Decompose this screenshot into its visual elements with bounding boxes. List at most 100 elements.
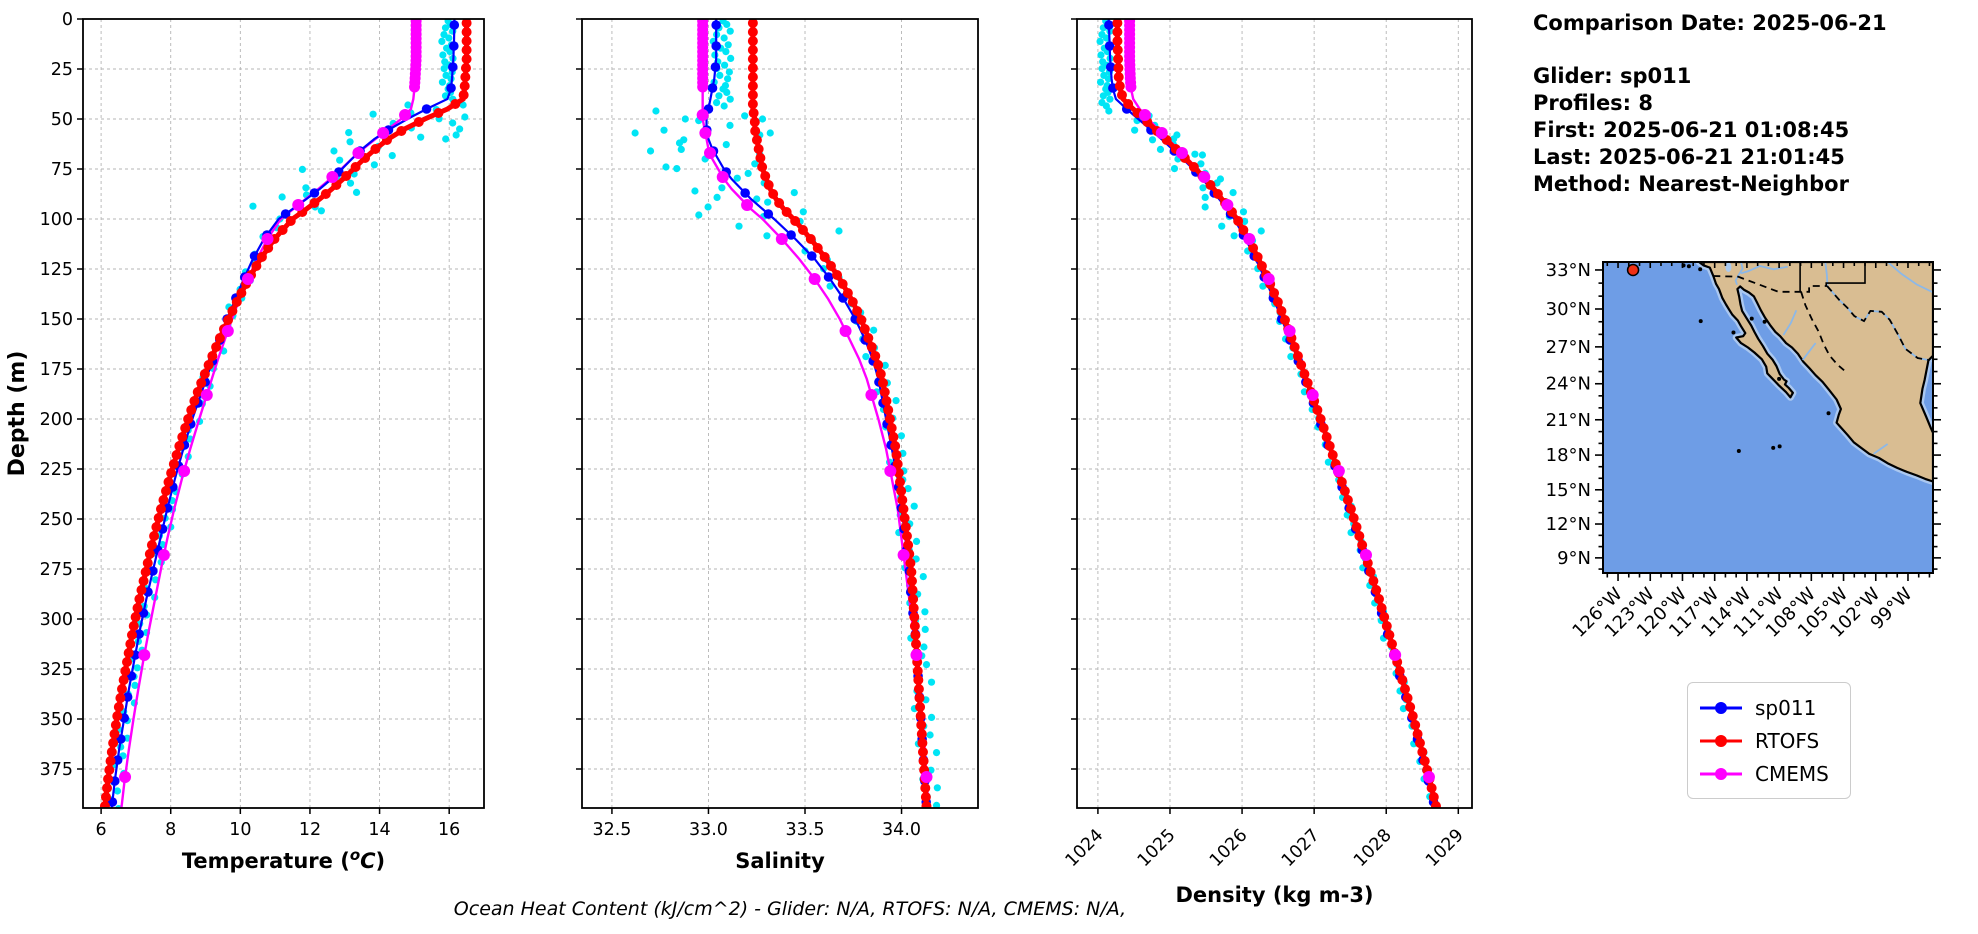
svg-text:0: 0 xyxy=(62,10,73,30)
svg-text:33.5: 33.5 xyxy=(786,820,825,840)
svg-text:350: 350 xyxy=(40,710,73,730)
cmems-line-swatch-icon xyxy=(1700,767,1742,780)
svg-text:27°N: 27°N xyxy=(1546,337,1591,358)
svg-text:225: 225 xyxy=(40,460,73,480)
legend-label-sp011: sp011 xyxy=(1755,695,1817,720)
svg-text:12: 12 xyxy=(299,820,321,840)
salinity-cmems-line xyxy=(701,19,930,808)
svg-text:50: 50 xyxy=(51,110,73,130)
salinity-glider-scatter xyxy=(631,19,941,808)
temperature-axis-label: Temperature (oC) xyxy=(182,846,385,873)
temperature-sp011-markers xyxy=(107,20,460,807)
svg-text:9°N: 9°N xyxy=(1557,548,1591,569)
glider-text: Glider: sp011 xyxy=(1533,64,1692,88)
legend-item-sp011: sp011 xyxy=(1698,691,1838,724)
svg-text:1026: 1026 xyxy=(1206,825,1252,871)
sp011-line-swatch-icon xyxy=(1700,701,1742,714)
map: 33°N30°N27°N24°N21°N18°N15°N12°N9°N126°W… xyxy=(1546,260,1941,642)
svg-text:21°N: 21°N xyxy=(1546,410,1591,431)
density-plot-border xyxy=(1076,18,1473,809)
info-panel: Comparison Date: 2025-06-21 Glider: sp01… xyxy=(1533,10,1887,198)
density-grid xyxy=(1077,18,1472,808)
last-profile-time-text: Last: 2025-06-21 21:01:45 xyxy=(1533,145,1845,169)
svg-text:8: 8 xyxy=(165,820,176,840)
density-tick-labels: 1024 1025 1026 1027 1028 1029 xyxy=(1062,825,1468,871)
salinity-rtofs-line xyxy=(750,19,930,808)
density-cmems-markers xyxy=(1124,19,1435,783)
temperature-sp011-line xyxy=(110,19,456,808)
density-ticks xyxy=(1071,18,1460,814)
svg-text:300: 300 xyxy=(40,610,73,630)
temperature-plot-border xyxy=(82,18,485,809)
map-land-coastline xyxy=(1698,262,1933,483)
svg-text:33°N: 33°N xyxy=(1546,260,1591,281)
svg-text:325: 325 xyxy=(40,660,73,680)
profile-plots-svg: 6 8 10 12 14 16 0 25 50 75 100 125 150 175 200 225 250 27… xyxy=(5,10,1473,907)
salinity-tick-labels: 32.5 33.0 33.5 34.0 xyxy=(592,820,921,840)
svg-text:15°N: 15°N xyxy=(1546,480,1591,501)
temperature-ticks xyxy=(77,18,450,814)
temperature-rtofs-markers xyxy=(99,19,472,808)
salinity-sp011-line xyxy=(705,19,928,808)
salinity-ticks xyxy=(576,18,903,814)
method-text: Method: Nearest-Neighbor xyxy=(1533,172,1849,196)
temperature-grid xyxy=(83,18,484,808)
map-islands xyxy=(1681,263,1831,453)
legend: sp011 RTOFS CMEMS xyxy=(1687,682,1851,799)
density-sp011-line xyxy=(1107,19,1437,808)
map-ticks xyxy=(1595,262,1941,581)
ocean-heat-content-caption: Ocean Heat Content (kJ/cm^2) - Glider: N… xyxy=(453,898,1127,920)
first-profile-time-text: First: 2025-06-21 01:08:45 xyxy=(1533,118,1850,142)
salinity-plot-border xyxy=(581,18,979,809)
svg-text:100: 100 xyxy=(40,210,73,230)
salinity-sp011-markers xyxy=(701,20,931,807)
salinity-plot: 32.5 33.0 33.5 34.0 Salinity xyxy=(576,18,979,873)
svg-text:34.0: 34.0 xyxy=(882,820,921,840)
svg-text:1029: 1029 xyxy=(1422,825,1468,871)
svg-text:16: 16 xyxy=(438,820,460,840)
svg-text:32.5: 32.5 xyxy=(592,820,631,840)
svg-text:18°N: 18°N xyxy=(1546,445,1591,466)
comparison-date-text: Comparison Date: 2025-06-21 xyxy=(1533,11,1887,35)
svg-text:200: 200 xyxy=(40,410,73,430)
temperature-cmems-markers xyxy=(119,19,422,783)
temperature-glider-scatter xyxy=(107,19,469,808)
svg-text:150: 150 xyxy=(40,310,73,330)
salinity-rtofs-markers xyxy=(747,19,932,808)
svg-text:1025: 1025 xyxy=(1134,825,1180,871)
map-lake xyxy=(1725,262,1732,273)
svg-text:1028: 1028 xyxy=(1350,825,1396,871)
legend-label-rtofs: RTOFS xyxy=(1755,728,1820,753)
svg-text:125: 125 xyxy=(40,260,73,280)
temperature-tick-labels: 6 8 10 12 14 16 0 25 50 75 100 125 150 175 200 225 250 27… xyxy=(40,10,461,840)
density-glider-scatter xyxy=(1096,19,1440,808)
svg-text:6: 6 xyxy=(96,820,107,840)
map-country-borders xyxy=(1713,275,1928,371)
rtofs-line-swatch-icon xyxy=(1700,734,1742,747)
temperature-plot: 6 8 10 12 14 16 0 25 50 75 100 125 150 175 200 225 250 27… xyxy=(40,10,485,873)
svg-text:25: 25 xyxy=(51,60,73,80)
svg-text:14: 14 xyxy=(368,820,390,840)
legend-item-cmems: CMEMS xyxy=(1698,757,1838,790)
svg-text:24°N: 24°N xyxy=(1546,374,1591,395)
map-state-borders xyxy=(1799,262,1866,292)
depth-axis-label: Depth (m) xyxy=(5,351,30,477)
density-axis-label: Density (kg m-3) xyxy=(1175,883,1373,907)
legend-item-rtofs: RTOFS xyxy=(1698,724,1838,757)
density-plot: 1024 1025 1026 1027 1028 1029 Density (kg m-3) xyxy=(1062,18,1473,907)
salinity-cmems-markers xyxy=(696,19,933,783)
temperature-rtofs-line xyxy=(102,19,470,808)
svg-text:1027: 1027 xyxy=(1278,825,1324,871)
svg-text:175: 175 xyxy=(40,360,73,380)
svg-text:75: 75 xyxy=(51,160,73,180)
svg-text:10: 10 xyxy=(229,820,251,840)
svg-text:12°N: 12°N xyxy=(1546,514,1591,535)
svg-text:275: 275 xyxy=(40,560,73,580)
salinity-axis-label: Salinity xyxy=(735,849,825,873)
svg-text:30°N: 30°N xyxy=(1546,299,1591,320)
location-map-svg: 33°N30°N27°N24°N21°N18°N15°N12°N9°N126°W… xyxy=(1546,260,1941,642)
svg-text:375: 375 xyxy=(40,760,73,780)
legend-label-cmems: CMEMS xyxy=(1755,761,1829,786)
svg-text:33.0: 33.0 xyxy=(689,820,728,840)
